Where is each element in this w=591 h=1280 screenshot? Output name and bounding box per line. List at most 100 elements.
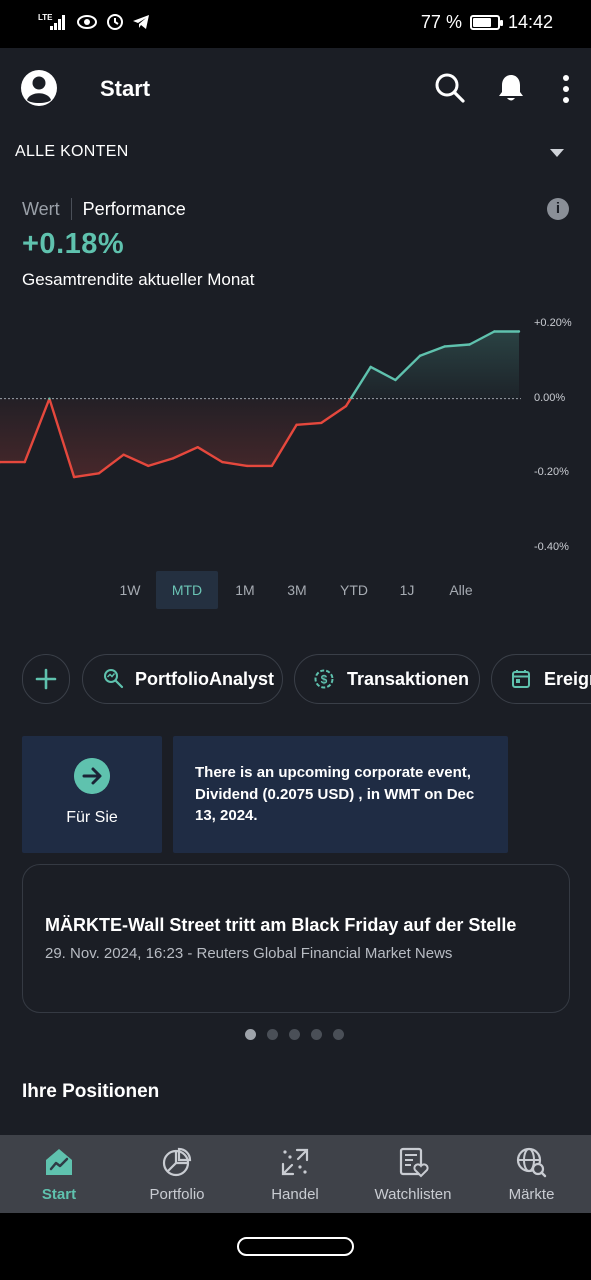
nav-start[interactable]: Start	[0, 1135, 118, 1213]
range-alle[interactable]: Alle	[449, 582, 473, 598]
data-point-11	[245, 464, 249, 468]
pagination-dot[interactable]	[289, 1029, 300, 1040]
range-1w[interactable]: 1W	[119, 582, 141, 598]
app-bar: Start	[0, 48, 591, 130]
nav-watchlisten[interactable]: Watchlisten	[354, 1135, 472, 1213]
corporate-event-card[interactable]: There is an upcoming corporate event, Di…	[173, 736, 508, 853]
events-label: Ereignisse	[544, 668, 591, 689]
data-point-10	[221, 460, 224, 464]
data-point-6	[122, 453, 125, 456]
news-card[interactable]: MÄRKTE-Wall Street tritt am Black Friday…	[22, 864, 570, 1013]
y-tick-label: -0.20%	[534, 466, 569, 479]
data-point-8	[171, 457, 175, 460]
nav-maerkte-label: Märkte	[508, 1186, 555, 1203]
data-point-21	[493, 330, 496, 333]
positive-area	[350, 331, 519, 399]
portfolio-analyst-chip[interactable]: PortfolioAnalyst	[82, 654, 283, 704]
telegram-icon	[133, 15, 149, 29]
carousel-pagination	[245, 1029, 344, 1040]
data-point-9	[196, 446, 199, 449]
negative-area	[0, 398, 351, 478]
status-bar: LTE 77 % 14:42	[0, 0, 591, 48]
clock: 14:42	[507, 12, 553, 32]
chevron-down-icon	[550, 149, 564, 157]
info-icon[interactable]: i	[547, 198, 569, 220]
nav-handel-label: Handel	[271, 1186, 319, 1203]
alarm-icon	[107, 14, 123, 30]
time-range-selector: 1W MTD 1M 3M YTD 1J Alle	[0, 571, 591, 609]
nav-start-label: Start	[41, 1186, 77, 1203]
nav-maerkte[interactable]: Märkte	[472, 1135, 591, 1213]
data-point-19	[443, 345, 447, 348]
trade-arrows-icon	[281, 1148, 309, 1176]
data-point-2	[23, 460, 26, 464]
home-gesture-pill[interactable]	[237, 1237, 354, 1256]
pagination-dot[interactable]	[333, 1029, 344, 1040]
data-point-18	[418, 354, 422, 357]
data-point-17	[394, 378, 397, 382]
add-chip-button[interactable]	[22, 654, 70, 704]
home-chart-icon	[46, 1149, 72, 1175]
corporate-event-text: There is an upcoming corporate event, Di…	[195, 764, 475, 824]
nav-watchlisten-label: Watchlisten	[374, 1186, 452, 1203]
data-point-16	[369, 365, 372, 369]
page-title: Start	[100, 76, 151, 101]
battery-icon	[469, 15, 503, 30]
for-you-label: Für Sie	[66, 809, 118, 826]
performance-subtitle: Gesamtrendite aktueller Monat	[22, 270, 255, 289]
profile-icon[interactable]	[20, 69, 58, 107]
performance-chart[interactable]: +0.20% 0.00% -0.20% -0.40%	[0, 310, 591, 560]
y-tick-label: -0.40%	[534, 541, 569, 553]
action-chips: PortfolioAnalyst $ Transaktionen Ereigni…	[0, 654, 591, 704]
account-label: ALLE KONTEN	[15, 143, 129, 160]
bell-icon[interactable]	[496, 72, 526, 104]
toggle-performance[interactable]: Performance	[82, 198, 186, 219]
data-point-12	[270, 464, 274, 468]
plus-icon	[35, 668, 57, 690]
transactions-chip[interactable]: $ Transaktionen	[294, 654, 480, 704]
nav-handel[interactable]: Handel	[236, 1135, 354, 1213]
data-point-15	[344, 404, 348, 408]
range-1j[interactable]: 1J	[399, 582, 415, 598]
data-point-7	[147, 464, 150, 468]
data-point-20	[468, 343, 471, 346]
account-selector[interactable]: ALLE KONTEN	[0, 130, 591, 174]
for-you-card[interactable]: Für Sie	[22, 736, 162, 853]
data-point-22	[517, 330, 521, 333]
toggle-divider	[70, 198, 72, 220]
range-3m[interactable]: 3M	[287, 582, 307, 598]
nav-portfolio-label: Portfolio	[149, 1186, 205, 1203]
toggle-wert[interactable]: Wert	[22, 198, 60, 219]
search-icon[interactable]	[434, 72, 466, 104]
bottom-navigation: Start Portfolio Handel	[0, 1135, 591, 1213]
pagination-dot[interactable]	[245, 1029, 256, 1040]
data-point-5	[97, 472, 101, 475]
series-line-negative	[0, 397, 352, 479]
transactions-icon: $	[314, 669, 334, 689]
nav-portfolio[interactable]: Portfolio	[118, 1135, 236, 1213]
system-nav-bar	[0, 1213, 591, 1280]
performance-value: +0.18%	[22, 228, 125, 260]
data-point-14	[320, 421, 323, 425]
more-vert-icon[interactable]	[556, 74, 576, 104]
value-performance-toggle: Wert Performance	[22, 198, 186, 220]
status-bar-right: 77 % 14:42	[421, 12, 553, 33]
signal-icon: LTE	[38, 13, 65, 30]
arrow-right-icon	[74, 758, 110, 794]
range-1m[interactable]: 1M	[235, 582, 255, 598]
data-point-4	[72, 475, 76, 479]
analytics-search-icon	[104, 669, 124, 689]
chart-svg	[0, 330, 521, 479]
range-mtd[interactable]: MTD	[156, 571, 218, 609]
events-chip[interactable]: Ereignisse	[491, 654, 591, 704]
range-ytd[interactable]: YTD	[340, 582, 368, 598]
pagination-dot[interactable]	[267, 1029, 278, 1040]
eye-icon	[77, 15, 97, 29]
pagination-dot[interactable]	[311, 1029, 322, 1040]
network-label: LTE	[38, 13, 53, 22]
series-line-positive	[349, 330, 519, 400]
news-headline: MÄRKTE-Wall Street tritt am Black Friday…	[45, 915, 517, 935]
status-bar-left: LTE	[38, 12, 150, 32]
positions-title: Ihre Positionen	[22, 1081, 160, 1102]
data-point-1	[0, 460, 2, 464]
